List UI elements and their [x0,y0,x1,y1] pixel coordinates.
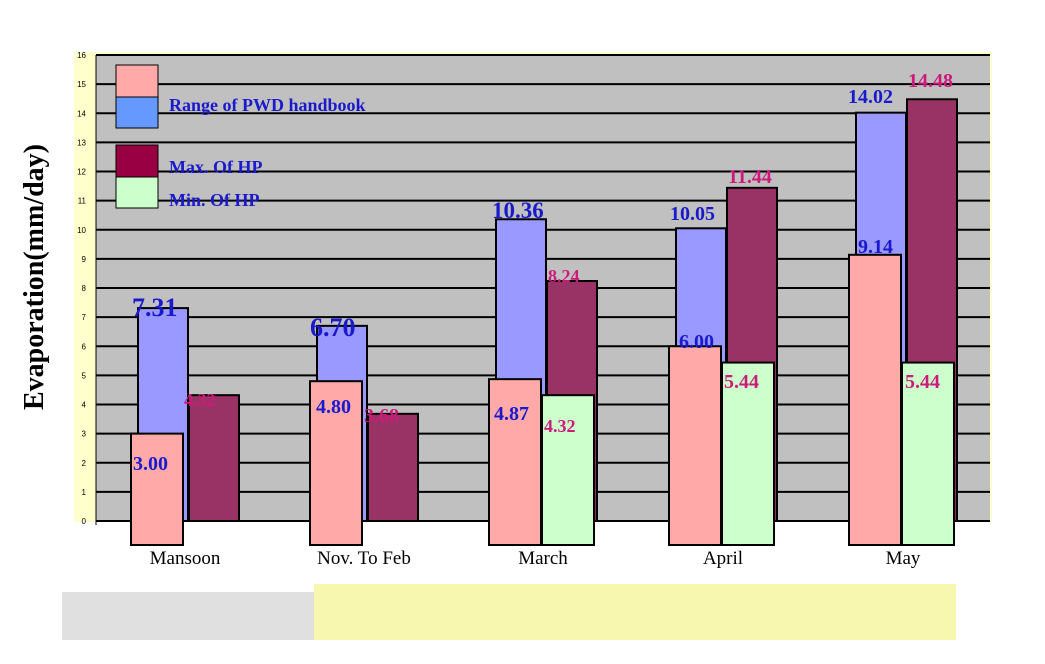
data-label-hp-max: 3.68 [364,405,399,427]
data-label-pwd-min: 3.00 [133,453,168,475]
y-tick-label: 6 [82,342,87,351]
legend-swatch [115,144,159,178]
y-tick-label: 14 [77,109,86,118]
data-labels: 7.31 6.70 10.36 10.05 14.02 3.00 4.80 4.87 6.00 9… [132,70,953,475]
category-label: May [886,548,921,569]
bar-pwd-min [488,378,542,546]
legend-label: Min. Of HP [169,190,260,210]
y-tick-label: 7 [82,313,87,322]
data-label-hp-max: 8.24 [548,266,580,286]
legend: Range of PWD handbook Max. Of HP Min. Of H… [115,64,366,210]
data-label-hp-max: 11.44 [728,166,772,188]
data-label-pwd-min: 9.14 [858,236,893,258]
footer-yellow-band [314,584,956,640]
y-tick-label: 4 [82,401,87,410]
bars [130,98,958,547]
data-label-pwd-max: 14.02 [848,86,893,108]
data-label-hp-min: 4.32 [544,416,576,436]
footer-gray-band [62,592,314,640]
data-label-hp-min: 5.44 [905,371,940,393]
legend-swatch [115,176,159,209]
y-tick-label: 5 [82,371,87,380]
bar-hp-max [367,412,419,523]
y-tick-label: 9 [82,255,87,264]
legend-label: Range of PWD handbook [169,95,366,115]
y-tick-label: 0 [82,517,87,526]
data-label-pwd-max: 7.31 [132,293,178,322]
data-label-pwd-min: 4.80 [316,396,351,418]
x-axis-categories: Mansoon Nov. To Feb March April May [150,548,921,569]
data-label-pwd-max: 10.36 [492,198,544,223]
data-label-pwd-min: 6.00 [679,331,714,353]
bar-pwd-min [668,345,722,546]
bar-hp-min [541,394,595,546]
y-tick-label: 2 [82,459,87,468]
category-label: Nov. To Feb [317,548,411,569]
bar-hp-min [721,361,775,546]
y-tick-label: 3 [82,430,87,439]
bar-hp-min [901,361,955,546]
y-tick-label: 16 [77,51,86,60]
y-tick-label: 11 [78,197,87,206]
data-label-hp-min: 5.44 [724,371,759,393]
legend-swatch [115,64,159,98]
category-label: March [518,548,568,569]
data-label-hp-max: 4.32 [184,390,216,410]
y-tick-label: 15 [77,80,86,89]
y-tick-label: 13 [77,138,86,147]
y-tick-label: 8 [82,284,87,293]
data-label-hp-max: 14.48 [908,70,953,92]
y-axis-label: Evaporation(mm/day) [19,144,50,410]
bar-pwd-min [848,253,902,547]
category-label: April [703,548,743,569]
y-tick-label: 10 [77,226,86,235]
y-tick-label: 1 [82,488,87,497]
legend-swatch [115,96,159,129]
data-label-pwd-max: 10.05 [670,203,715,225]
legend-label: Max. Of HP [169,157,262,177]
data-label-pwd-max: 6.70 [310,313,356,342]
y-tick-label: 12 [77,168,86,177]
data-label-pwd-min: 4.87 [494,403,529,425]
bar-pwd-min [309,380,363,547]
bar-hp-max [188,394,240,522]
bar-pwd-min [130,432,184,546]
category-label: Mansoon [150,548,221,569]
